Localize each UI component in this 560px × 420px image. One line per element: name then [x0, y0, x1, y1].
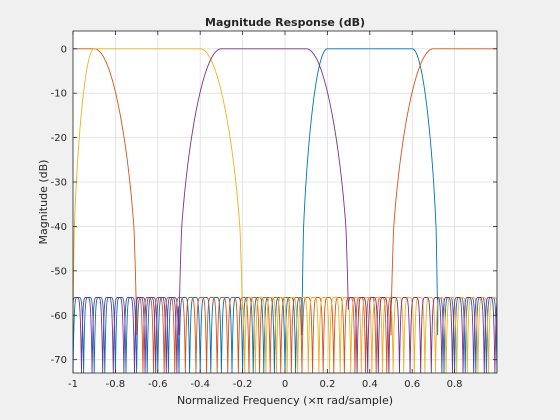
x-tick-label: -0.6: [148, 379, 168, 390]
x-tick-label: 0.4: [362, 379, 378, 390]
response-curve-2: [73, 48, 497, 373]
response-curve-3: [73, 48, 497, 373]
y-tick-label: -60: [51, 311, 67, 322]
y-axis-label: Magnitude (dB): [37, 160, 50, 245]
x-tick-label: 0.2: [319, 379, 335, 390]
y-tick-label: -50: [51, 266, 67, 277]
x-tick-label: 0.6: [404, 379, 420, 390]
y-tick-label: -70: [51, 355, 67, 366]
y-tick-label: -30: [51, 178, 67, 189]
x-tick-label: -0.2: [233, 379, 253, 390]
x-tick-label: 0: [282, 379, 288, 390]
x-axis-label: Normalized Frequency (×π rad/sample): [177, 394, 393, 407]
x-tick-label: 0.8: [447, 379, 463, 390]
y-tick-label: -40: [51, 222, 67, 233]
x-tick-label: -0.4: [190, 379, 210, 390]
axis-ticks: -1 -0.8 -0.6 -0.4 -0.2 0 0.2 0.4 0.6 0.8 0 -10 -20 -3…: [51, 31, 497, 390]
x-tick-label: -0.8: [106, 379, 126, 390]
y-tick-label: 0: [61, 44, 67, 55]
response-curves: [73, 48, 497, 373]
chart-title: Magnitude Response (dB): [205, 16, 365, 29]
y-tick-label: -10: [51, 89, 67, 100]
y-tick-label: -20: [51, 133, 67, 144]
response-curve-4: [73, 48, 497, 373]
response-curve-1: [73, 48, 497, 373]
x-tick-label: -1: [68, 379, 78, 390]
